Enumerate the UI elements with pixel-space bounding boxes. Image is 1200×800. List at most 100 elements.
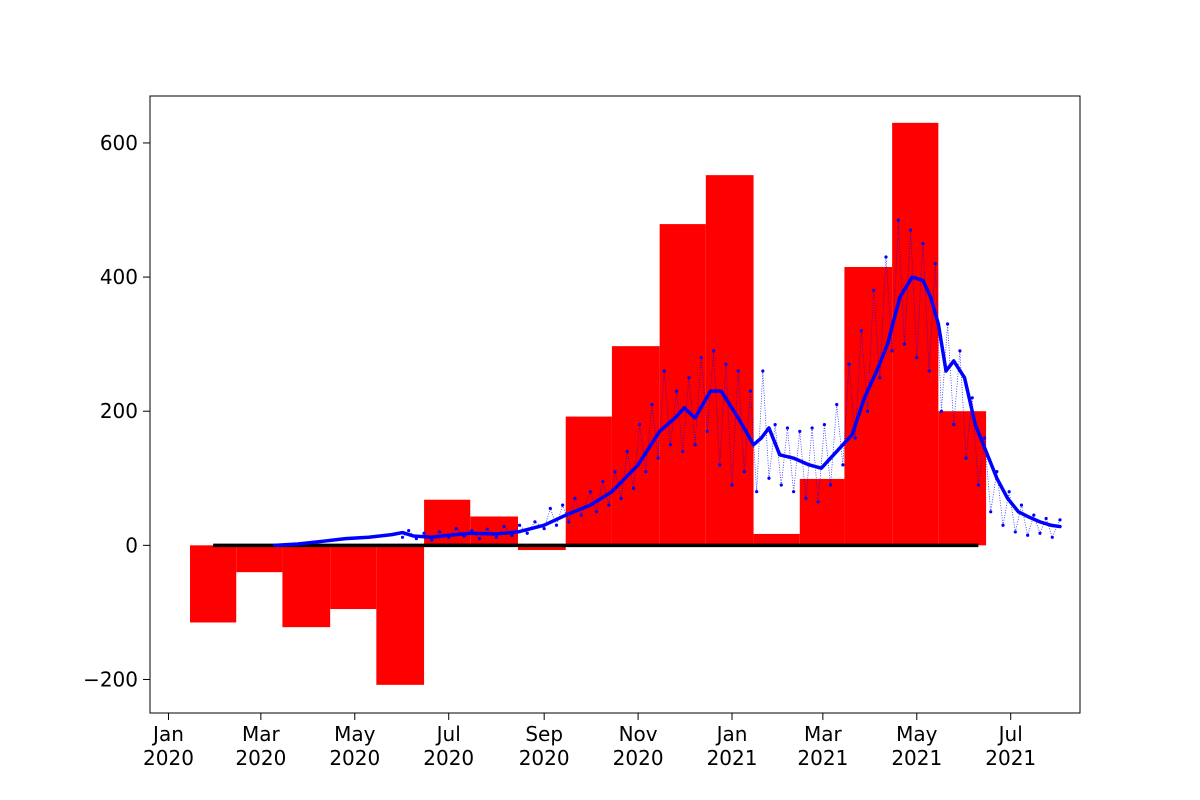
x-tick-label-5: Nov 2020 — [613, 722, 664, 770]
x-tick-label-6: Jan 2021 — [707, 722, 758, 770]
daily-point-27 — [601, 480, 605, 484]
daily-point-26 — [594, 510, 599, 514]
daily-point-60 — [804, 496, 808, 500]
monthly-bar-4 — [376, 545, 425, 685]
daily-point-88 — [976, 483, 980, 487]
monthly-bar-9 — [611, 346, 660, 546]
daily-point-53 — [761, 369, 765, 373]
daily-point-81 — [933, 262, 937, 266]
daily-point-80 — [927, 369, 931, 373]
monthly-bar-15 — [892, 122, 939, 546]
daily-point-51 — [748, 389, 753, 393]
monthly-bar-8 — [565, 416, 612, 546]
daily-point-68 — [853, 436, 857, 440]
daily-point-96 — [1026, 533, 1030, 537]
x-tick-label-9: Jul 2021 — [985, 722, 1036, 770]
daily-point-95 — [1019, 503, 1024, 507]
daily-point-33 — [638, 423, 642, 427]
daily-point-18 — [542, 526, 546, 531]
daily-point-64 — [828, 483, 833, 487]
daily-point-87 — [970, 396, 974, 400]
daily-point-14 — [510, 533, 514, 537]
daily-point-92 — [1001, 523, 1005, 527]
daily-point-56 — [779, 483, 783, 487]
x-axis: Jan 2020 Mar 2020 May 2020 Jul 2020 Sep 2020 Nov 20… — [143, 713, 1036, 770]
daily-point-70 — [865, 409, 870, 413]
daily-point-47 — [724, 362, 728, 366]
daily-point-39 — [674, 389, 679, 393]
daily-point-8 — [462, 534, 466, 538]
daily-point-6 — [447, 535, 451, 539]
daily-point-9 — [470, 528, 474, 533]
daily-point-30 — [619, 496, 623, 500]
daily-point-67 — [847, 362, 851, 366]
daily-point-93 — [1007, 490, 1011, 494]
daily-point-89 — [982, 436, 987, 440]
daily-point-10 — [477, 537, 482, 541]
daily-point-23 — [573, 496, 577, 500]
daily-point-17 — [533, 520, 537, 524]
daily-point-99 — [1044, 516, 1048, 521]
daily-point-97 — [1032, 513, 1036, 517]
x-tick-label-0: Jan 2020 — [143, 722, 194, 770]
daily-point-91 — [995, 469, 999, 474]
daily-point-16 — [525, 531, 529, 535]
daily-point-41 — [687, 376, 691, 380]
daily-point-58 — [792, 490, 796, 494]
daily-point-43 — [699, 355, 703, 360]
daily-point-28 — [607, 503, 611, 507]
daily-point-20 — [554, 523, 559, 527]
daily-point-3 — [422, 531, 426, 535]
daily-point-4 — [430, 538, 434, 542]
daily-point-48 — [730, 483, 734, 487]
daily-point-2 — [414, 537, 418, 541]
daily-point-29 — [613, 469, 617, 474]
daily-point-35 — [650, 402, 654, 407]
daily-point-55 — [773, 423, 777, 427]
daily-point-82 — [939, 409, 944, 413]
daily-point-0 — [400, 535, 405, 539]
daily-point-44 — [705, 429, 709, 433]
daily-point-34 — [644, 469, 648, 474]
daily-point-100 — [1050, 535, 1054, 539]
daily-point-40 — [681, 449, 685, 454]
daily-point-77 — [909, 228, 913, 232]
daily-point-45 — [711, 349, 716, 353]
monthly-bar-2 — [282, 545, 331, 628]
monthly-bar-0 — [190, 545, 237, 623]
series-layer — [272, 218, 1062, 548]
daily-point-31 — [625, 449, 629, 454]
daily-point-72 — [878, 376, 882, 380]
monthly-bar-3 — [330, 545, 377, 610]
y-tick-label-0: −200 — [83, 667, 138, 691]
monthly-bar-11 — [705, 175, 754, 546]
bars-layer — [190, 122, 987, 685]
daily-point-78 — [915, 355, 919, 360]
daily-point-73 — [884, 255, 888, 259]
daily-point-75 — [896, 218, 900, 222]
daily-point-66 — [841, 463, 845, 467]
daily-point-71 — [872, 288, 876, 293]
daily-point-38 — [668, 443, 673, 447]
daily-point-61 — [810, 426, 814, 430]
daily-point-69 — [859, 329, 863, 333]
daily-point-65 — [835, 402, 839, 407]
daily-point-52 — [755, 490, 759, 494]
daily-point-22 — [567, 520, 571, 524]
daily-point-84 — [952, 423, 956, 427]
x-tick-label-8: May 2021 — [891, 722, 942, 770]
daily-point-5 — [437, 530, 442, 534]
daily-point-12 — [494, 535, 499, 539]
daily-point-101 — [1058, 518, 1062, 522]
daily-point-85 — [958, 349, 962, 353]
y-tick-label-1: 0 — [125, 533, 138, 557]
monthly-bar-1 — [236, 545, 283, 573]
daily-point-76 — [902, 342, 907, 346]
plot-frame — [149, 95, 1081, 714]
daily-point-50 — [742, 469, 746, 474]
x-tick-label-4: Sep 2020 — [519, 722, 570, 770]
daily-point-79 — [921, 241, 925, 246]
daily-point-94 — [1013, 530, 1017, 534]
daily-point-37 — [662, 369, 666, 373]
